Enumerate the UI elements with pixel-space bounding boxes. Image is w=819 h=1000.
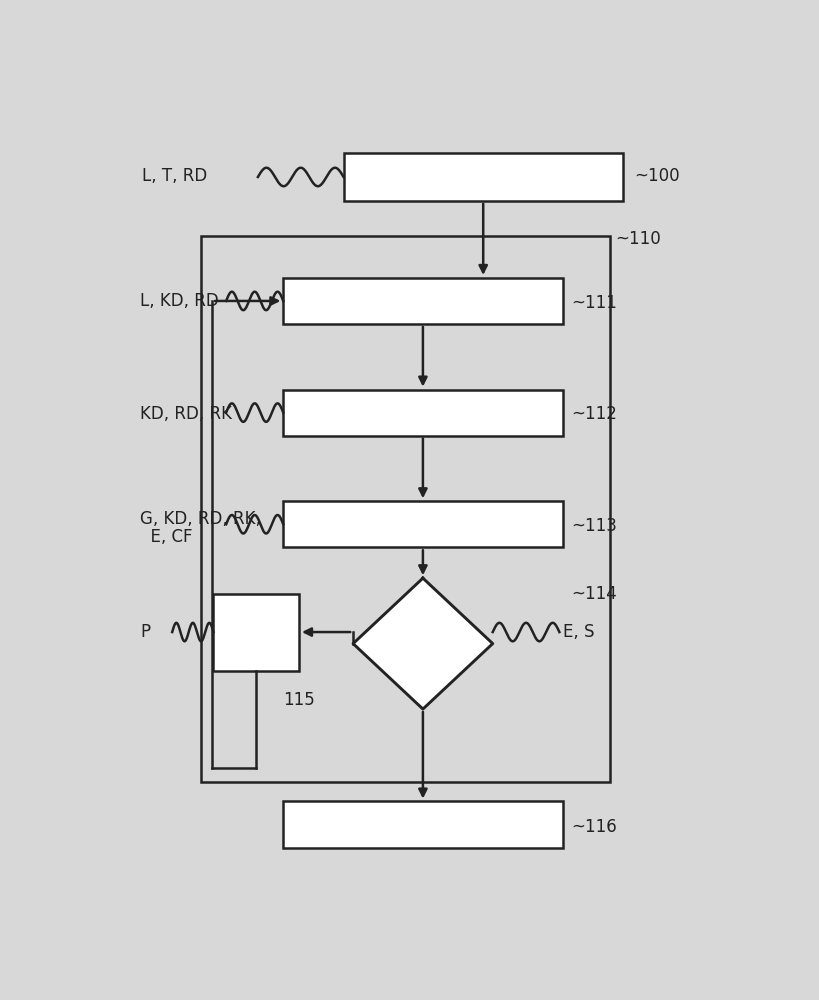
Text: P: P: [141, 623, 151, 641]
Text: ~116: ~116: [571, 818, 617, 836]
Bar: [283, 278, 563, 324]
Bar: [283, 501, 563, 547]
Text: 115: 115: [283, 691, 315, 709]
Text: L, T, RD: L, T, RD: [142, 167, 207, 185]
Text: E, S: E, S: [563, 623, 594, 641]
Text: ~100: ~100: [634, 167, 680, 185]
Text: G, KD, RD, RK,: G, KD, RD, RK,: [141, 510, 261, 528]
Text: ~113: ~113: [571, 517, 617, 535]
Bar: [283, 390, 563, 436]
Text: E, CF: E, CF: [141, 528, 193, 546]
Text: ~114: ~114: [571, 585, 617, 603]
Bar: [344, 153, 623, 201]
Text: ~112: ~112: [571, 405, 617, 423]
Text: L, KD, RD: L, KD, RD: [141, 292, 219, 310]
Text: KD, RD, RK: KD, RD, RK: [141, 405, 233, 423]
Text: ~111: ~111: [571, 294, 617, 312]
Bar: [283, 801, 563, 848]
Text: ~110: ~110: [615, 230, 661, 248]
Bar: [214, 594, 299, 671]
Polygon shape: [353, 578, 493, 709]
Bar: [201, 235, 610, 782]
